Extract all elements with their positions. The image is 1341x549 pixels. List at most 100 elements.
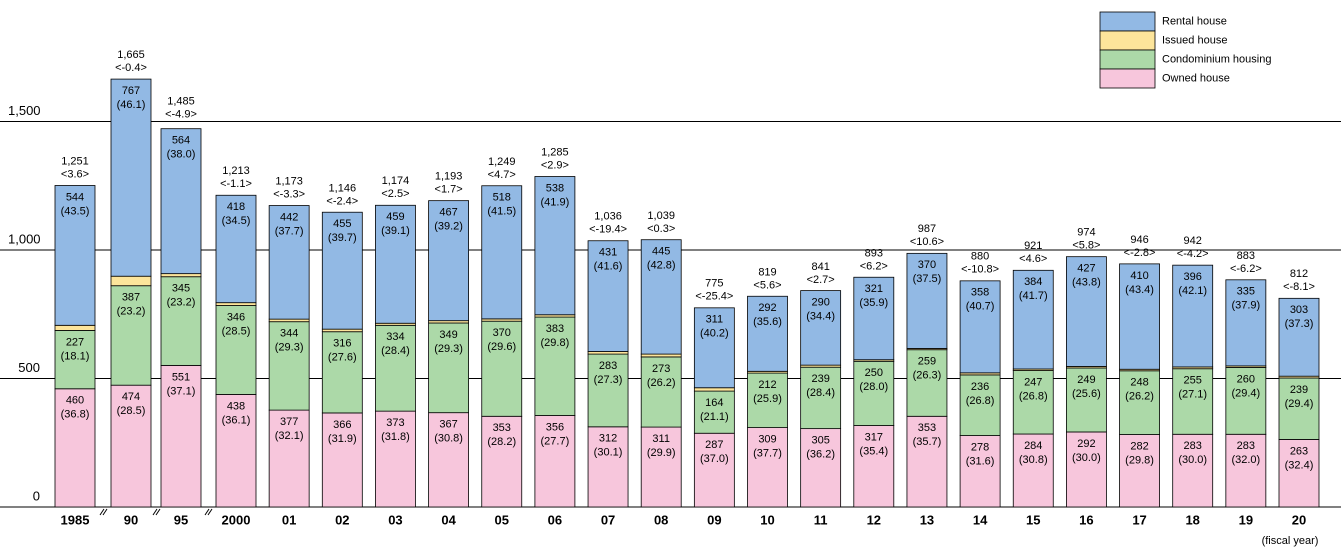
bar-segment <box>959 280 1001 374</box>
share-label: (27.3) <box>594 374 623 386</box>
x-tick-label: 07 <box>601 512 615 527</box>
value-label: 290 <box>811 297 829 309</box>
share-label: (28.5) <box>117 405 146 417</box>
value-label: 418 <box>227 201 245 213</box>
bar-segment <box>160 364 202 508</box>
value-label: 283 <box>599 360 617 372</box>
x-tick-label: 2000 <box>222 512 251 527</box>
value-label: 321 <box>865 283 883 295</box>
x-tick-label: 95 <box>174 512 188 527</box>
bar-segment <box>54 185 96 326</box>
value-label: 366 <box>333 419 351 431</box>
bar-segment <box>1119 434 1160 508</box>
x-tick-label: 11 <box>814 512 828 527</box>
bar-segment <box>693 432 735 508</box>
total-label: 883 <box>1237 250 1255 262</box>
y-tick-label: 0 <box>33 488 40 503</box>
y-tick-label: 500 <box>18 360 40 375</box>
share-label: (31.9) <box>328 433 357 445</box>
value-label: 396 <box>1184 271 1202 283</box>
value-label: 551 <box>172 371 190 383</box>
x-axis-label: (fiscal year) <box>1262 535 1319 547</box>
value-label: 459 <box>386 211 404 223</box>
legend-swatch <box>1099 30 1156 51</box>
bar-segment <box>110 285 152 386</box>
share-label: (34.5) <box>222 215 251 227</box>
value-label: 311 <box>706 314 724 326</box>
value-label: 467 <box>439 207 457 219</box>
value-label: 278 <box>971 441 989 453</box>
share-label: (37.7) <box>753 447 782 459</box>
share-label: (42.8) <box>647 260 676 272</box>
change-label: <2.5> <box>381 188 409 200</box>
bar-segment <box>587 426 629 508</box>
value-label: 312 <box>599 433 617 445</box>
share-label: (29.8) <box>1125 454 1154 466</box>
bar-segment <box>215 305 257 395</box>
change-label: <5.8> <box>1072 240 1100 252</box>
total-label: 1,173 <box>275 175 303 187</box>
total-label: 942 <box>1184 235 1202 247</box>
value-label: 255 <box>1184 375 1202 387</box>
share-label: (28.4) <box>806 387 835 399</box>
share-label: (38.0) <box>167 149 196 161</box>
share-label: (29.4) <box>1285 398 1314 410</box>
legend-swatch <box>1099 11 1156 32</box>
total-label: 1,213 <box>222 165 250 177</box>
value-label: 383 <box>546 323 564 335</box>
bar-segment <box>375 410 416 508</box>
share-label: (36.1) <box>222 414 251 426</box>
value-label: 518 <box>493 192 511 204</box>
change-label: <-4.9> <box>165 108 197 120</box>
value-label: 455 <box>333 218 351 230</box>
bar-segment <box>160 128 202 275</box>
value-label: 239 <box>1290 384 1308 396</box>
x-tick-label: 20 <box>1292 512 1306 527</box>
share-label: (26.8) <box>966 395 995 407</box>
share-label: (41.9) <box>541 196 570 208</box>
share-label: (21.1) <box>700 411 729 423</box>
value-label: 335 <box>1237 286 1255 298</box>
share-label: (30.8) <box>1019 454 1048 466</box>
bar-segment <box>693 387 735 392</box>
share-label: (43.5) <box>61 205 90 217</box>
bar-segment <box>110 275 152 287</box>
bar-segment <box>693 307 735 389</box>
total-label: 1,485 <box>167 95 195 107</box>
bar-segment <box>54 388 96 508</box>
bar-segment <box>1225 367 1267 435</box>
bar-segment <box>534 415 576 508</box>
share-label: (30.8) <box>434 433 463 445</box>
value-label: 164 <box>705 397 723 409</box>
change-label: <-1.1> <box>220 178 252 190</box>
value-label: 292 <box>1077 438 1095 450</box>
value-label: 259 <box>918 356 936 368</box>
bar-segment <box>1066 431 1107 508</box>
legend-label: Issued house <box>1162 34 1227 46</box>
total-label: 880 <box>971 251 989 263</box>
x-tick-label: 90 <box>124 512 138 527</box>
share-label: (39.7) <box>328 232 357 244</box>
bar-segment <box>160 273 202 278</box>
total-label: 1,036 <box>594 211 622 223</box>
share-label: (41.5) <box>487 206 516 218</box>
bar-segment <box>747 295 788 372</box>
x-tick-label: 03 <box>388 512 402 527</box>
change-label: <2.7> <box>807 274 835 286</box>
value-label: 309 <box>758 433 776 445</box>
bar-segment <box>1278 377 1320 440</box>
total-label: 946 <box>1130 234 1148 246</box>
share-label: (36.8) <box>61 409 90 421</box>
bar-segment <box>747 372 788 428</box>
bar-segment <box>54 330 96 390</box>
legend-label: Condominium housing <box>1162 53 1271 65</box>
total-label: 819 <box>758 266 776 278</box>
share-label: (37.3) <box>1285 318 1314 330</box>
share-label: (29.3) <box>434 343 463 355</box>
share-label: (25.6) <box>1072 388 1101 400</box>
share-label: (31.8) <box>381 431 410 443</box>
bar-segment <box>1225 279 1267 367</box>
share-label: (32.1) <box>275 430 304 442</box>
share-label: (40.2) <box>700 328 729 340</box>
